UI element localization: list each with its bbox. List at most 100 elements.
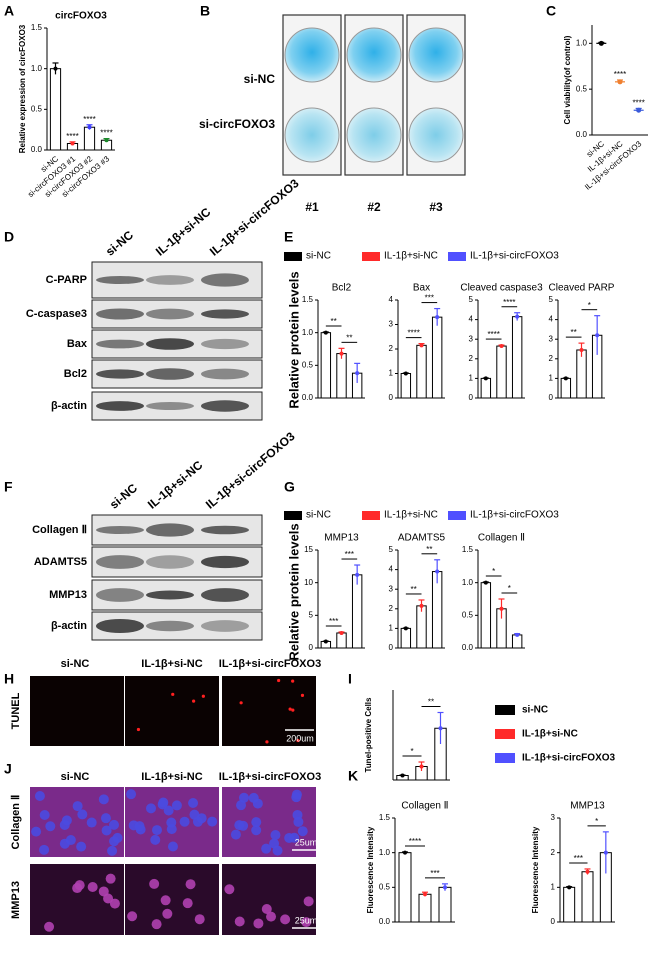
nucleus — [185, 879, 196, 890]
y-tick-label: 1 — [549, 374, 554, 383]
y-tick-label: 2 — [389, 344, 394, 353]
y-tick-label: 1 — [389, 369, 394, 378]
column-label: IL-1β+si-circFOXO3 — [219, 771, 321, 783]
y-tick-label: 3 — [551, 813, 556, 822]
legend-swatch — [448, 511, 466, 520]
tunel-dot — [171, 692, 175, 696]
mean-dot — [419, 343, 424, 348]
blot-band — [146, 590, 194, 600]
significance: **** — [409, 837, 421, 846]
bar — [511, 316, 523, 399]
mean-dot — [339, 630, 344, 635]
y-tick-label: 0 — [551, 917, 556, 926]
tunel-image — [125, 676, 219, 746]
y-tick-label: 0.5 — [31, 104, 43, 113]
scale-bar-label: 25um — [295, 915, 318, 925]
legend-swatch — [362, 511, 380, 520]
chart-title: Cleaved PARP — [549, 283, 615, 294]
blot-band — [201, 400, 249, 412]
significance: **** — [614, 70, 626, 79]
nucleus — [269, 838, 280, 849]
panel-label: E — [284, 229, 293, 245]
y-axis-label: Relative expression of circFOXO3 — [18, 24, 27, 153]
blot-band — [146, 308, 194, 320]
row-label: β-actin — [51, 620, 87, 632]
blot-band — [96, 339, 144, 349]
bar — [416, 344, 427, 399]
chart-title: circFOXO3 — [55, 11, 107, 22]
nucleus — [251, 825, 262, 836]
row-label: Bcl2 — [64, 368, 87, 380]
scale-bar-label: 25um — [295, 837, 318, 847]
nucleus — [87, 882, 98, 893]
blot-band — [96, 308, 144, 320]
tunel-image — [30, 676, 124, 746]
nucleus — [105, 873, 116, 884]
y-tick-label: 1.5 — [31, 23, 43, 32]
row-label: ADAMTS5 — [34, 556, 87, 568]
significance: * — [410, 747, 413, 756]
nucleus — [291, 789, 302, 800]
significance: **** — [407, 329, 419, 338]
mean-dot — [435, 315, 440, 320]
column-label: IL-1β+si-NC — [153, 205, 214, 259]
nucleus — [108, 819, 119, 830]
nucleus — [86, 817, 97, 828]
significance: **** — [83, 115, 95, 124]
mean-dot — [483, 376, 488, 381]
chart-title: Bcl2 — [332, 283, 352, 294]
blot-band — [201, 338, 249, 350]
bar — [496, 345, 507, 399]
fluor-image — [125, 864, 219, 935]
tunel-dot — [201, 694, 205, 698]
bar — [49, 68, 62, 151]
bar — [438, 886, 452, 923]
nucleus — [126, 789, 137, 800]
row-label: MMP13 — [10, 881, 22, 919]
y-tick-label: 1.0 — [576, 38, 588, 47]
significance: *** — [329, 617, 338, 626]
tunel-dot — [192, 699, 196, 703]
mean-dot — [563, 376, 568, 381]
blot-band — [146, 338, 194, 350]
y-tick-label: 2 — [469, 354, 474, 363]
nucleus — [252, 798, 263, 809]
nucleus — [303, 896, 314, 907]
row-label: β-actin — [51, 400, 87, 412]
nucleus — [270, 830, 281, 841]
nucleus — [284, 832, 295, 843]
blot-band — [146, 620, 194, 632]
bar — [480, 582, 492, 649]
bar — [351, 574, 363, 649]
blot-band — [201, 555, 249, 569]
y-tick-label: 3 — [469, 334, 474, 343]
blot-band — [146, 368, 194, 380]
y-tick-label: 0.0 — [302, 393, 314, 402]
nucleus — [297, 826, 308, 837]
mean-dot — [499, 344, 504, 349]
blot-band — [96, 275, 144, 285]
mean-dot — [423, 892, 427, 897]
y-tick-label: 1.0 — [379, 848, 391, 857]
mean-dot — [438, 726, 443, 731]
legend-swatch — [362, 252, 380, 261]
nucleus — [188, 798, 199, 809]
blot-band — [201, 368, 249, 380]
significance: * — [508, 584, 511, 593]
bar — [480, 377, 492, 399]
significance: ** — [331, 317, 337, 326]
bar — [398, 852, 412, 923]
nucleus — [292, 809, 303, 820]
column-label: si-NC — [103, 228, 136, 259]
nucleus — [134, 821, 145, 832]
tunel-dot — [291, 679, 295, 683]
well — [284, 107, 340, 163]
mean-dot — [70, 141, 75, 146]
tunel-dot — [291, 708, 295, 712]
mean-dot — [355, 572, 360, 577]
nucleus — [230, 829, 241, 840]
tunel-dot — [277, 678, 281, 683]
significance: *** — [430, 869, 439, 878]
mean-dot — [403, 850, 407, 855]
y-axis-label: Relative protein levels — [286, 271, 301, 408]
